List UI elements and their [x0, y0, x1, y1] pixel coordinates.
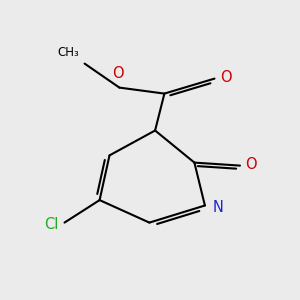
- Text: O: O: [220, 70, 232, 85]
- Text: CH₃: CH₃: [57, 46, 79, 59]
- Text: O: O: [245, 157, 257, 172]
- Text: O: O: [112, 66, 124, 81]
- Text: N: N: [212, 200, 223, 214]
- Text: Cl: Cl: [44, 217, 58, 232]
